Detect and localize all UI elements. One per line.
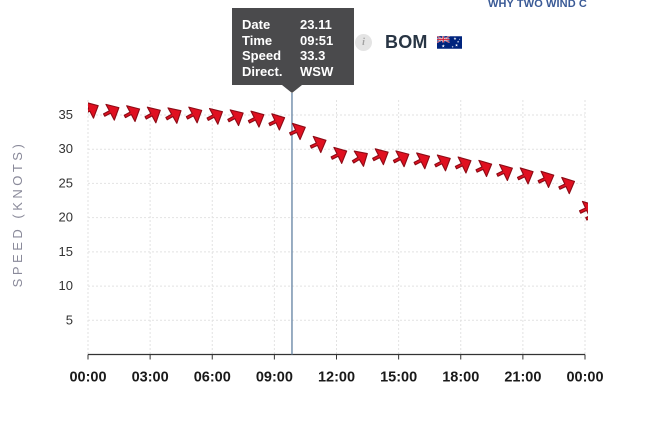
svg-text:00:00: 00:00 xyxy=(566,370,603,386)
svg-text:20: 20 xyxy=(59,210,73,225)
svg-text:12:00: 12:00 xyxy=(318,370,355,386)
svg-text:30: 30 xyxy=(59,141,73,156)
svg-text:5: 5 xyxy=(66,312,73,327)
svg-text:15:00: 15:00 xyxy=(380,370,417,386)
svg-text:10: 10 xyxy=(59,278,73,293)
svg-text:SPEED (KNOTS): SPEED (KNOTS) xyxy=(10,141,25,288)
svg-text:35: 35 xyxy=(59,107,73,122)
svg-text:18:00: 18:00 xyxy=(442,370,479,386)
svg-text:03:00: 03:00 xyxy=(132,370,169,386)
svg-text:09:00: 09:00 xyxy=(256,370,293,386)
svg-text:06:00: 06:00 xyxy=(194,370,231,386)
svg-text:25: 25 xyxy=(59,175,73,190)
svg-text:00:00: 00:00 xyxy=(69,370,106,386)
svg-text:21:00: 21:00 xyxy=(504,370,541,386)
svg-text:15: 15 xyxy=(59,244,73,259)
